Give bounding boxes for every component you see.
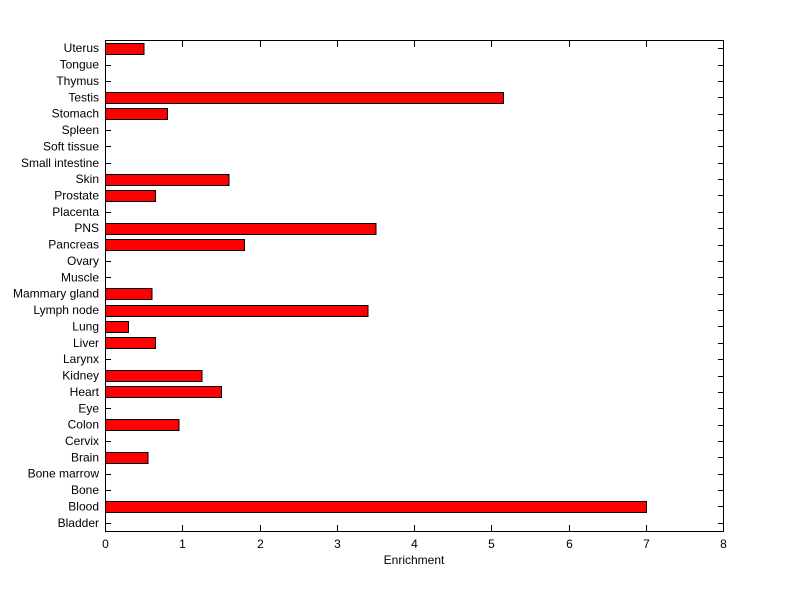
- bar: [105, 370, 203, 382]
- y-tick-label: Small intestine: [21, 156, 99, 170]
- x-axis-label: Enrichment: [383, 553, 445, 567]
- y-tick-label: Larynx: [63, 352, 99, 366]
- y-tick-label: Muscle: [61, 270, 99, 284]
- plot-frame: [105, 40, 724, 532]
- y-tick-label: Testis: [68, 90, 99, 104]
- bar: [105, 452, 149, 464]
- y-tick-label: Spleen: [62, 123, 99, 137]
- y-tick-label: Blood: [68, 499, 99, 513]
- x-tick-label: 8: [720, 537, 727, 551]
- y-tick-label: Cervix: [65, 434, 99, 448]
- bar: [105, 108, 168, 120]
- x-tick-label: 6: [566, 537, 573, 551]
- y-tick-label: Bladder: [58, 516, 99, 530]
- bar: [105, 321, 130, 333]
- y-tick-label: PNS: [74, 221, 99, 235]
- y-tick-label: Tongue: [60, 58, 100, 72]
- bar: [105, 305, 369, 317]
- y-tick-label: Liver: [73, 336, 99, 350]
- y-tick-label: Lung: [72, 319, 99, 333]
- y-tick-label: Eye: [78, 401, 99, 415]
- y-tick-label: Soft tissue: [43, 139, 99, 153]
- x-tick-label: 5: [488, 537, 495, 551]
- y-tick-label: Ovary: [67, 254, 99, 268]
- x-tick-label: 0: [102, 537, 109, 551]
- y-tick-label: Lymph node: [33, 303, 99, 317]
- x-tick-label: 3: [334, 537, 341, 551]
- y-tick-label: Heart: [70, 385, 100, 399]
- bar: [105, 190, 157, 202]
- bar: [105, 174, 230, 186]
- y-tick-label: Colon: [68, 418, 99, 432]
- x-tick-label: 1: [179, 537, 186, 551]
- y-tick-label: Bone: [71, 483, 99, 497]
- x-tick-label: 7: [643, 537, 650, 551]
- bar: [105, 43, 145, 55]
- y-tick-label: Kidney: [62, 369, 99, 383]
- y-tick-label: Pancreas: [48, 238, 99, 252]
- y-tick-label: Stomach: [52, 107, 99, 121]
- x-tick-label: 2: [257, 537, 264, 551]
- bar: [105, 92, 504, 104]
- y-tick-label: Prostate: [54, 188, 99, 202]
- y-tick-label: Uterus: [64, 41, 99, 55]
- x-tick-label: 4: [411, 537, 418, 551]
- y-tick-label: Placenta: [52, 205, 99, 219]
- bar: [105, 337, 157, 349]
- y-tick-label: Mammary gland: [13, 287, 99, 301]
- bar: [105, 239, 246, 251]
- bar: [105, 223, 377, 235]
- bar: [105, 419, 180, 431]
- y-tick-label: Bone marrow: [28, 467, 100, 481]
- bar: [105, 386, 222, 398]
- y-tick-label: Thymus: [56, 74, 99, 88]
- bar: [105, 288, 153, 300]
- y-tick-label: Brain: [71, 450, 99, 464]
- y-tick-label: Skin: [76, 172, 99, 186]
- bar: [105, 501, 647, 513]
